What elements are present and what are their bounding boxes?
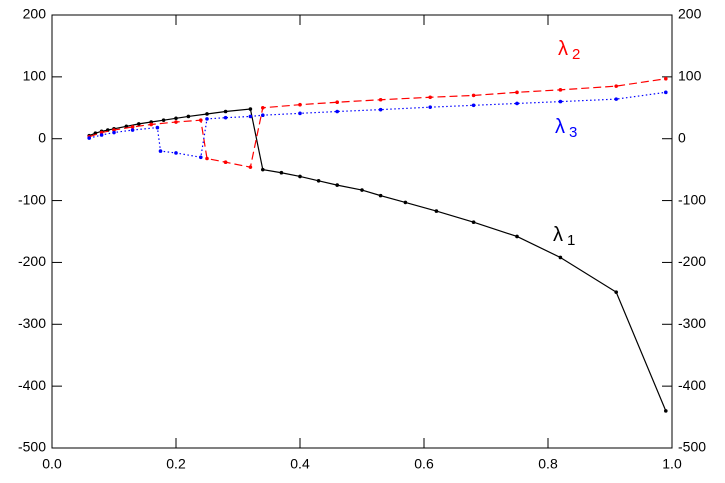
data-point <box>378 193 383 198</box>
data-point <box>360 188 364 192</box>
data-point <box>471 93 476 98</box>
data-point <box>664 90 668 95</box>
data-point <box>261 167 265 172</box>
data-point <box>205 112 209 116</box>
y-tick-label: -500 <box>18 439 46 455</box>
data-point <box>174 151 178 155</box>
data-point <box>664 76 668 81</box>
data-point <box>199 155 203 160</box>
y2-tick-label: -100 <box>678 191 706 207</box>
data-point <box>558 99 563 104</box>
data-point <box>515 101 519 106</box>
x-tick-label: 0.2 <box>166 456 186 472</box>
data-point <box>279 170 284 175</box>
x-tick-label: 0.8 <box>538 456 558 472</box>
data-point <box>298 174 302 179</box>
data-point <box>428 105 433 109</box>
data-point <box>248 165 253 169</box>
y2-tick-label: 0 <box>678 129 686 145</box>
data-point <box>199 118 203 122</box>
y-tick-label: 100 <box>23 68 47 84</box>
data-point <box>223 160 228 165</box>
data-point <box>614 84 618 88</box>
data-point <box>558 88 563 92</box>
data-point <box>161 118 166 122</box>
series-line <box>89 78 666 168</box>
data-point <box>298 102 302 107</box>
y-tick-label: -200 <box>18 253 46 269</box>
data-point <box>515 90 519 95</box>
x-tick-label: 0.0 <box>42 456 62 472</box>
x-tick-label: 1.0 <box>662 456 682 472</box>
data-point <box>130 128 135 132</box>
data-point <box>664 409 668 413</box>
y-tick-label: -400 <box>18 377 46 393</box>
x-tick-label: 0.4 <box>290 456 310 472</box>
data-point <box>223 115 228 120</box>
x-tick-label: 0.6 <box>414 456 434 472</box>
data-point <box>87 136 91 140</box>
data-point <box>223 109 228 114</box>
data-point <box>186 114 191 119</box>
y-tick-label: -300 <box>18 315 46 331</box>
data-point <box>471 103 476 108</box>
y2-tick-label: 100 <box>678 68 702 84</box>
y-tick-label: -100 <box>18 191 46 207</box>
data-point <box>428 95 433 100</box>
data-point <box>434 209 439 213</box>
data-point <box>316 178 321 183</box>
data-point <box>205 117 209 121</box>
data-point <box>112 130 116 135</box>
data-point <box>558 255 563 260</box>
data-point <box>248 107 253 111</box>
data-point <box>174 120 178 124</box>
data-point <box>174 116 178 121</box>
y-tick-label: 0 <box>38 129 46 145</box>
series-line <box>88 108 667 412</box>
data-point <box>99 133 104 137</box>
y2-tick-label: -500 <box>678 439 706 455</box>
y2-tick-label: 200 <box>678 6 702 22</box>
data-point <box>403 200 408 205</box>
data-point <box>261 113 265 118</box>
data-point <box>378 107 383 112</box>
data-point <box>248 114 253 119</box>
data-point <box>158 149 163 153</box>
data-point <box>112 128 116 132</box>
data-point <box>149 122 153 127</box>
plot-frame <box>51 14 673 449</box>
data-point <box>471 220 476 225</box>
data-point <box>614 97 618 101</box>
data-point <box>99 130 104 135</box>
data-point <box>205 156 209 161</box>
data-point <box>137 122 141 126</box>
data-point <box>149 120 153 124</box>
data-point <box>155 125 160 130</box>
data-point <box>335 183 340 187</box>
y2-tick-label: -400 <box>678 377 706 393</box>
data-point <box>298 111 302 116</box>
data-point <box>335 100 340 105</box>
data-point <box>130 125 135 129</box>
data-point <box>261 105 265 110</box>
data-point <box>515 234 519 239</box>
series-line <box>89 91 666 158</box>
y-tick-label: 200 <box>23 6 47 22</box>
data-point <box>614 290 618 294</box>
y2-tick-label: -200 <box>678 253 706 269</box>
data-point <box>335 109 340 114</box>
data-point <box>378 97 383 102</box>
y2-tick-label: -300 <box>678 315 706 331</box>
